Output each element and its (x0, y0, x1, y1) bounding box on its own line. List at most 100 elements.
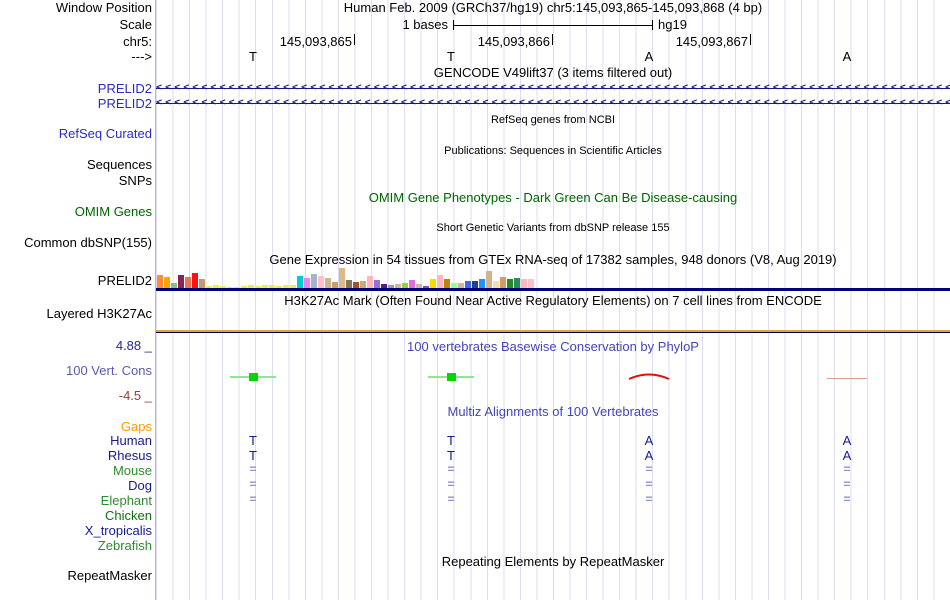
gtex-tissue-bar[interactable] (311, 274, 317, 288)
gtex-gene-label[interactable]: PRELID2 (97, 273, 152, 288)
gtex-tissue-bar[interactable] (451, 283, 457, 288)
gtex-tissue-bar[interactable] (171, 283, 177, 288)
gtex-tissue-bar[interactable] (430, 279, 436, 288)
gtex-tissue-bar[interactable] (192, 273, 198, 288)
track-label-refseq-curated[interactable]: RefSeq Curated (58, 126, 152, 141)
phylop-positive-dot[interactable] (447, 373, 456, 381)
gtex-tissue-bar[interactable] (346, 280, 352, 288)
gtex-tissue-bar[interactable] (416, 284, 422, 288)
gtex-tissue-bar[interactable] (493, 281, 499, 288)
gtex-tissue-bar[interactable] (276, 286, 282, 288)
gene-label-prelid2-1[interactable]: PRELID2 (97, 81, 152, 96)
track-label-100-vert-cons[interactable]: 100 Vert. Cons (66, 363, 152, 378)
coordinate-label[interactable]: 145,093,867 (675, 34, 748, 49)
gtex-tissue-bar[interactable] (199, 279, 205, 288)
gene-label-prelid2-2[interactable]: PRELID2 (97, 96, 152, 111)
track-label-mouse[interactable]: Mouse (112, 463, 152, 478)
gtex-tissue-bar[interactable] (423, 286, 429, 288)
gtex-tissue-bar[interactable] (465, 281, 471, 288)
gtex-tissue-bar[interactable] (528, 279, 534, 288)
gene-transcript-line[interactable]: <<<<<<<<<<<<<<<<<<<<<<<<<<<<<<<<<<<<<<<<… (156, 97, 950, 110)
gtex-tissue-bar[interactable] (381, 284, 387, 288)
gtex-tissue-bar[interactable] (178, 275, 184, 288)
gtex-tissue-bar[interactable] (521, 279, 527, 288)
track-label-human[interactable]: Human (110, 433, 152, 448)
gtex-tissue-bar[interactable] (248, 285, 254, 288)
align-glyph-dog: = (843, 477, 851, 491)
track-label-omim-genes[interactable]: OMIM Genes (74, 204, 152, 219)
multiz-track-title[interactable]: Multiz Alignments of 100 Vertebrates (447, 404, 659, 419)
gtex-tissue-bar[interactable] (318, 276, 324, 288)
gtex-tissue-bar[interactable] (472, 281, 478, 288)
gtex-tissue-bar[interactable] (339, 268, 345, 288)
track-label-zebrafish[interactable]: Zebrafish (97, 538, 152, 553)
gtex-tissue-bar[interactable] (157, 275, 163, 288)
gtex-tissue-bar[interactable] (283, 285, 289, 288)
gtex-tissue-bar[interactable] (304, 278, 310, 288)
track-label-repeatmasker[interactable]: RepeatMasker (67, 568, 152, 583)
publications-track-title[interactable]: Publications: Sequences in Scientific Ar… (444, 145, 662, 157)
gtex-tissue-bar[interactable] (437, 275, 443, 288)
dbsnp-track-title[interactable]: Short Genetic Variants from dbSNP releas… (436, 222, 670, 234)
track-label-dog[interactable]: Dog (128, 478, 152, 493)
gtex-tissue-bar[interactable] (206, 286, 212, 288)
cons-scale-min: -4.5 _ (118, 388, 152, 403)
track-label-snps[interactable]: SNPs (118, 173, 152, 188)
coordinate-tick (552, 34, 553, 45)
label-strand-direction[interactable]: ---> (131, 49, 152, 64)
phylop-track-title[interactable]: 100 vertebrates Basewise Conservation by… (407, 339, 699, 354)
gtex-track-title[interactable]: Gene Expression in 54 tissues from GTEx … (269, 252, 837, 267)
track-label-chicken[interactable]: Chicken (105, 508, 152, 523)
track-label-x-tropicalis[interactable]: X_tropicalis (84, 523, 152, 538)
gtex-tissue-bar[interactable] (409, 280, 415, 288)
gtex-tissue-bar[interactable] (297, 276, 303, 288)
gtex-tissue-bar[interactable] (325, 278, 331, 288)
gtex-tissue-bar[interactable] (234, 287, 240, 288)
track-label-sequences[interactable]: Sequences (86, 157, 152, 172)
gene-transcript-line[interactable]: <<<<<<<<<<<<<<<<<<<<<<<<<<<<<<<<<<<<<<<<… (156, 82, 950, 95)
gtex-tissue-bar[interactable] (255, 286, 261, 288)
repeatmasker-track-title[interactable]: Repeating Elements by RepeatMasker (441, 554, 665, 569)
gtex-tissue-bar[interactable] (332, 282, 338, 288)
refseq-track-title[interactable]: RefSeq genes from NCBI (490, 114, 616, 126)
gtex-tissue-bar[interactable] (479, 279, 485, 288)
gtex-tissue-bar[interactable] (220, 286, 226, 288)
gtex-tissue-bar[interactable] (500, 277, 506, 288)
coordinate-label[interactable]: 145,093,865 (279, 34, 352, 49)
gtex-tissue-bar[interactable] (213, 285, 219, 288)
omim-track-title[interactable]: OMIM Gene Phenotypes - Dark Green Can Be… (368, 190, 738, 205)
phylop-negative-line[interactable] (827, 378, 867, 379)
coordinate-tick (750, 34, 751, 45)
track-label-elephant[interactable]: Elephant (100, 493, 152, 508)
gtex-tissue-bar[interactable] (444, 279, 450, 288)
gtex-tissue-bar[interactable] (395, 284, 401, 288)
track-label-layered-h3k27ac[interactable]: Layered H3K27Ac (46, 306, 152, 321)
track-label-gaps[interactable]: Gaps (120, 419, 152, 434)
coordinate-label[interactable]: 145,093,866 (477, 34, 550, 49)
track-label-rhesus[interactable]: Rhesus (107, 448, 152, 463)
gtex-tissue-bar[interactable] (164, 277, 170, 288)
gtex-tissue-bar[interactable] (360, 281, 366, 288)
gtex-tissue-bar[interactable] (486, 271, 492, 288)
gtex-tissue-bar[interactable] (402, 283, 408, 288)
gtex-tissue-bar[interactable] (290, 285, 296, 288)
gtex-tissue-bar[interactable] (367, 276, 373, 288)
h3k27ac-track-title[interactable]: H3K27Ac Mark (Often Found Near Active Re… (284, 293, 822, 308)
gtex-tissue-bar[interactable] (227, 287, 233, 288)
gtex-tissue-bar[interactable] (241, 286, 247, 288)
gtex-tissue-bar[interactable] (388, 285, 394, 288)
phylop-negative-arc[interactable] (627, 370, 671, 381)
gtex-tissue-bar[interactable] (458, 283, 464, 288)
gtex-tissue-bar[interactable] (185, 277, 191, 288)
gtex-tissue-bar[interactable] (353, 282, 359, 288)
gtex-tissue-bar[interactable] (262, 285, 268, 288)
gtex-tissue-bar[interactable] (269, 285, 275, 288)
track-label-common-dbsnp[interactable]: Common dbSNP(155) (24, 235, 152, 250)
phylop-positive-dot[interactable] (249, 373, 258, 381)
gencode-track-title[interactable]: GENCODE V49lift37 (3 items filtered out) (433, 65, 673, 80)
gtex-tissue-bar[interactable] (374, 280, 380, 288)
gtex-bar-chart[interactable] (156, 262, 950, 288)
label-chromosome[interactable]: chr5: (123, 34, 152, 49)
gtex-tissue-bar[interactable] (507, 279, 513, 288)
gtex-tissue-bar[interactable] (514, 278, 520, 288)
